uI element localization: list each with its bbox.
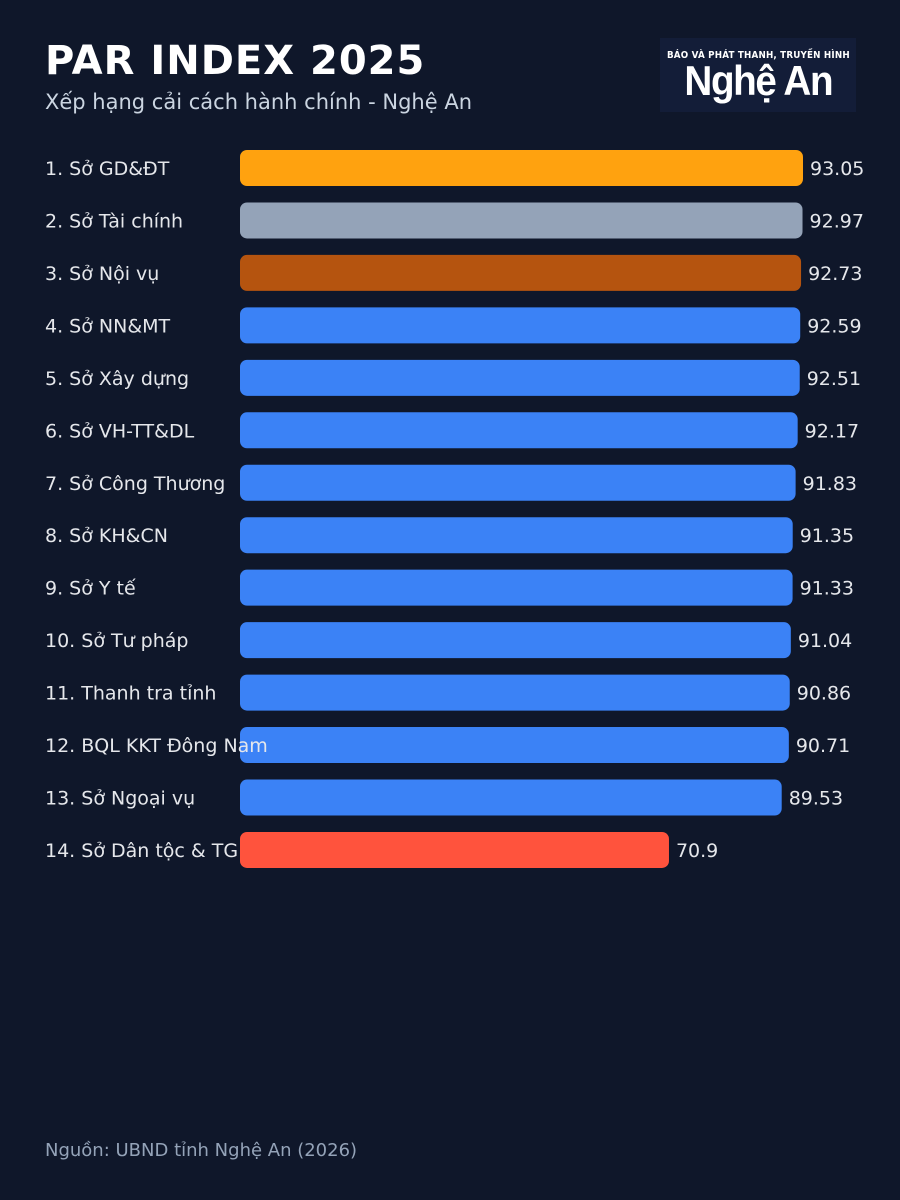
bar-11 — [240, 674, 790, 711]
value-label-13: 89.53 — [789, 788, 843, 810]
bar-6 — [240, 412, 798, 449]
category-label-3: 3. Sở Nội vụ — [45, 263, 159, 285]
category-label-7: 7. Sở Công Thương — [45, 473, 225, 495]
category-label-6: 6. Sở VH-TT&DL — [45, 420, 195, 442]
chart-subtitle: Xếp hạng cải cách hành chính - Nghệ An — [45, 90, 473, 114]
category-label-11: 11. Thanh tra tỉnh — [45, 683, 216, 705]
chart-title: PAR INDEX 2025 — [45, 38, 426, 84]
category-label-12: 12. BQL KKT Đông Nam — [45, 735, 268, 757]
nghe-an-logo: BÁO VÀ PHÁT THANH, TRUYỀN HÌNH Nghệ An — [660, 38, 856, 112]
value-label-4: 92.59 — [807, 315, 861, 337]
bar-14 — [240, 831, 669, 868]
bar-1 — [240, 150, 803, 186]
logo-top-text: BÁO VÀ PHÁT THANH, TRUYỀN HÌNH — [666, 49, 850, 61]
value-label-1: 93.05 — [810, 158, 864, 180]
value-label-2: 92.97 — [810, 210, 864, 232]
bar-2 — [240, 202, 803, 239]
value-label-11: 90.86 — [797, 683, 851, 705]
bar-12 — [240, 727, 789, 764]
value-label-5: 92.51 — [807, 368, 861, 390]
value-label-14: 70.9 — [676, 840, 718, 862]
bar-9 — [240, 569, 793, 606]
category-label-9: 9. Sở Y tế — [45, 578, 136, 600]
bar-3 — [240, 254, 802, 291]
value-label-10: 91.04 — [798, 630, 852, 652]
bar-8 — [240, 517, 793, 554]
value-label-12: 90.71 — [796, 735, 850, 757]
category-label-10: 10. Sở Tư pháp — [45, 630, 188, 652]
value-label-6: 92.17 — [805, 420, 859, 442]
category-label-1: 1. Sở GD&ĐT — [45, 158, 170, 180]
category-label-14: 14. Sở Dân tộc & TG — [45, 840, 238, 862]
bar-5 — [240, 359, 800, 396]
value-label-3: 92.73 — [808, 263, 862, 285]
value-label-9: 91.33 — [800, 578, 854, 600]
category-label-4: 4. Sở NN&MT — [45, 315, 171, 337]
value-label-7: 91.83 — [803, 473, 857, 495]
value-label-8: 91.35 — [800, 525, 854, 547]
bar-13 — [240, 779, 782, 816]
logo-main-text: Nghệ An — [684, 56, 833, 104]
category-label-13: 13. Sở Ngoại vụ — [45, 788, 195, 810]
bar-7 — [240, 464, 796, 501]
category-label-2: 2. Sở Tài chính — [45, 210, 183, 232]
bar-10 — [240, 622, 791, 659]
bar-4 — [240, 307, 801, 344]
category-label-5: 5. Sở Xây dựng — [45, 368, 189, 390]
bar-chart: 1. Sở GD&ĐT 93.05 2. Sở Tài chính 92.97 3. S… — [45, 150, 864, 868]
source-note: Nguồn: UBND tỉnh Nghệ An (2026) — [45, 1140, 358, 1161]
category-label-8: 8. Sở KH&CN — [45, 525, 168, 547]
